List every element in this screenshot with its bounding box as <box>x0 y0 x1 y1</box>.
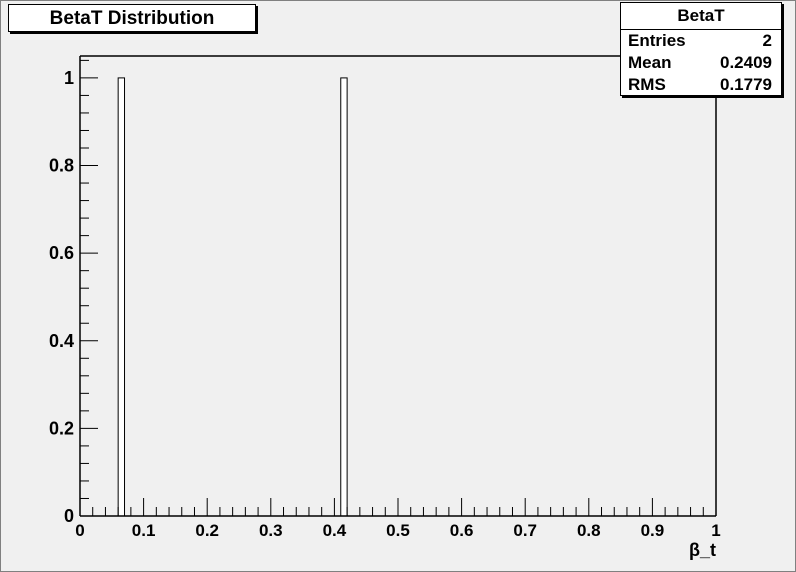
stats-value: 0.2409 <box>720 53 772 72</box>
x-tick-label: 0.3 <box>259 521 283 540</box>
x-axis-title: β_t <box>689 540 716 560</box>
x-tick-label: 0.9 <box>641 521 665 540</box>
stats-label: Mean <box>628 53 672 72</box>
x-tick-label: 0.2 <box>195 521 219 540</box>
histogram-bar <box>340 77 348 517</box>
stats-label: Entries <box>628 31 686 50</box>
title-box: BetaT Distribution <box>8 4 256 32</box>
stats-label: RMS <box>628 75 666 94</box>
x-tick-label: 0.6 <box>450 521 474 540</box>
y-tick-label: 0.6 <box>49 243 74 263</box>
stats-row-rms: RMS 0.1779 <box>621 74 781 96</box>
stats-value: 2 <box>762 31 772 50</box>
x-tick-label: 0 <box>75 521 84 540</box>
x-tick-label: 0.7 <box>513 521 537 540</box>
x-tick-label: 0.4 <box>323 521 347 540</box>
y-tick-label: 0 <box>64 506 74 526</box>
y-tick-label: 0.2 <box>49 418 74 438</box>
x-tick-label: 1 <box>711 521 720 540</box>
bars-layer <box>117 77 348 517</box>
y-tick-label: 0.4 <box>49 331 74 351</box>
x-tick-label: 0.8 <box>577 521 601 540</box>
stats-box: BetaT Entries 2 Mean 0.2409 RMS 0.1779 <box>620 2 782 96</box>
stats-name: BetaT <box>621 3 781 30</box>
y-tick-label: 0.8 <box>49 156 74 176</box>
axes-layer: 0 0.1 0.2 0.3 0.4 0.5 0.6 0.7 0.8 0.9 1 0 0.2 0.4 0.6 0… <box>49 56 721 560</box>
y-tick-label: 1 <box>64 68 74 88</box>
x-tick-label: 0.5 <box>386 521 410 540</box>
stats-value: 0.1779 <box>720 75 772 94</box>
x-tick-label: 0.1 <box>132 521 156 540</box>
chart-title: BetaT Distribution <box>49 8 215 29</box>
histogram-bar <box>117 77 126 517</box>
plot-frame <box>80 55 717 516</box>
stats-row-entries: Entries 2 <box>621 30 781 52</box>
stats-row-mean: Mean 0.2409 <box>621 52 781 74</box>
